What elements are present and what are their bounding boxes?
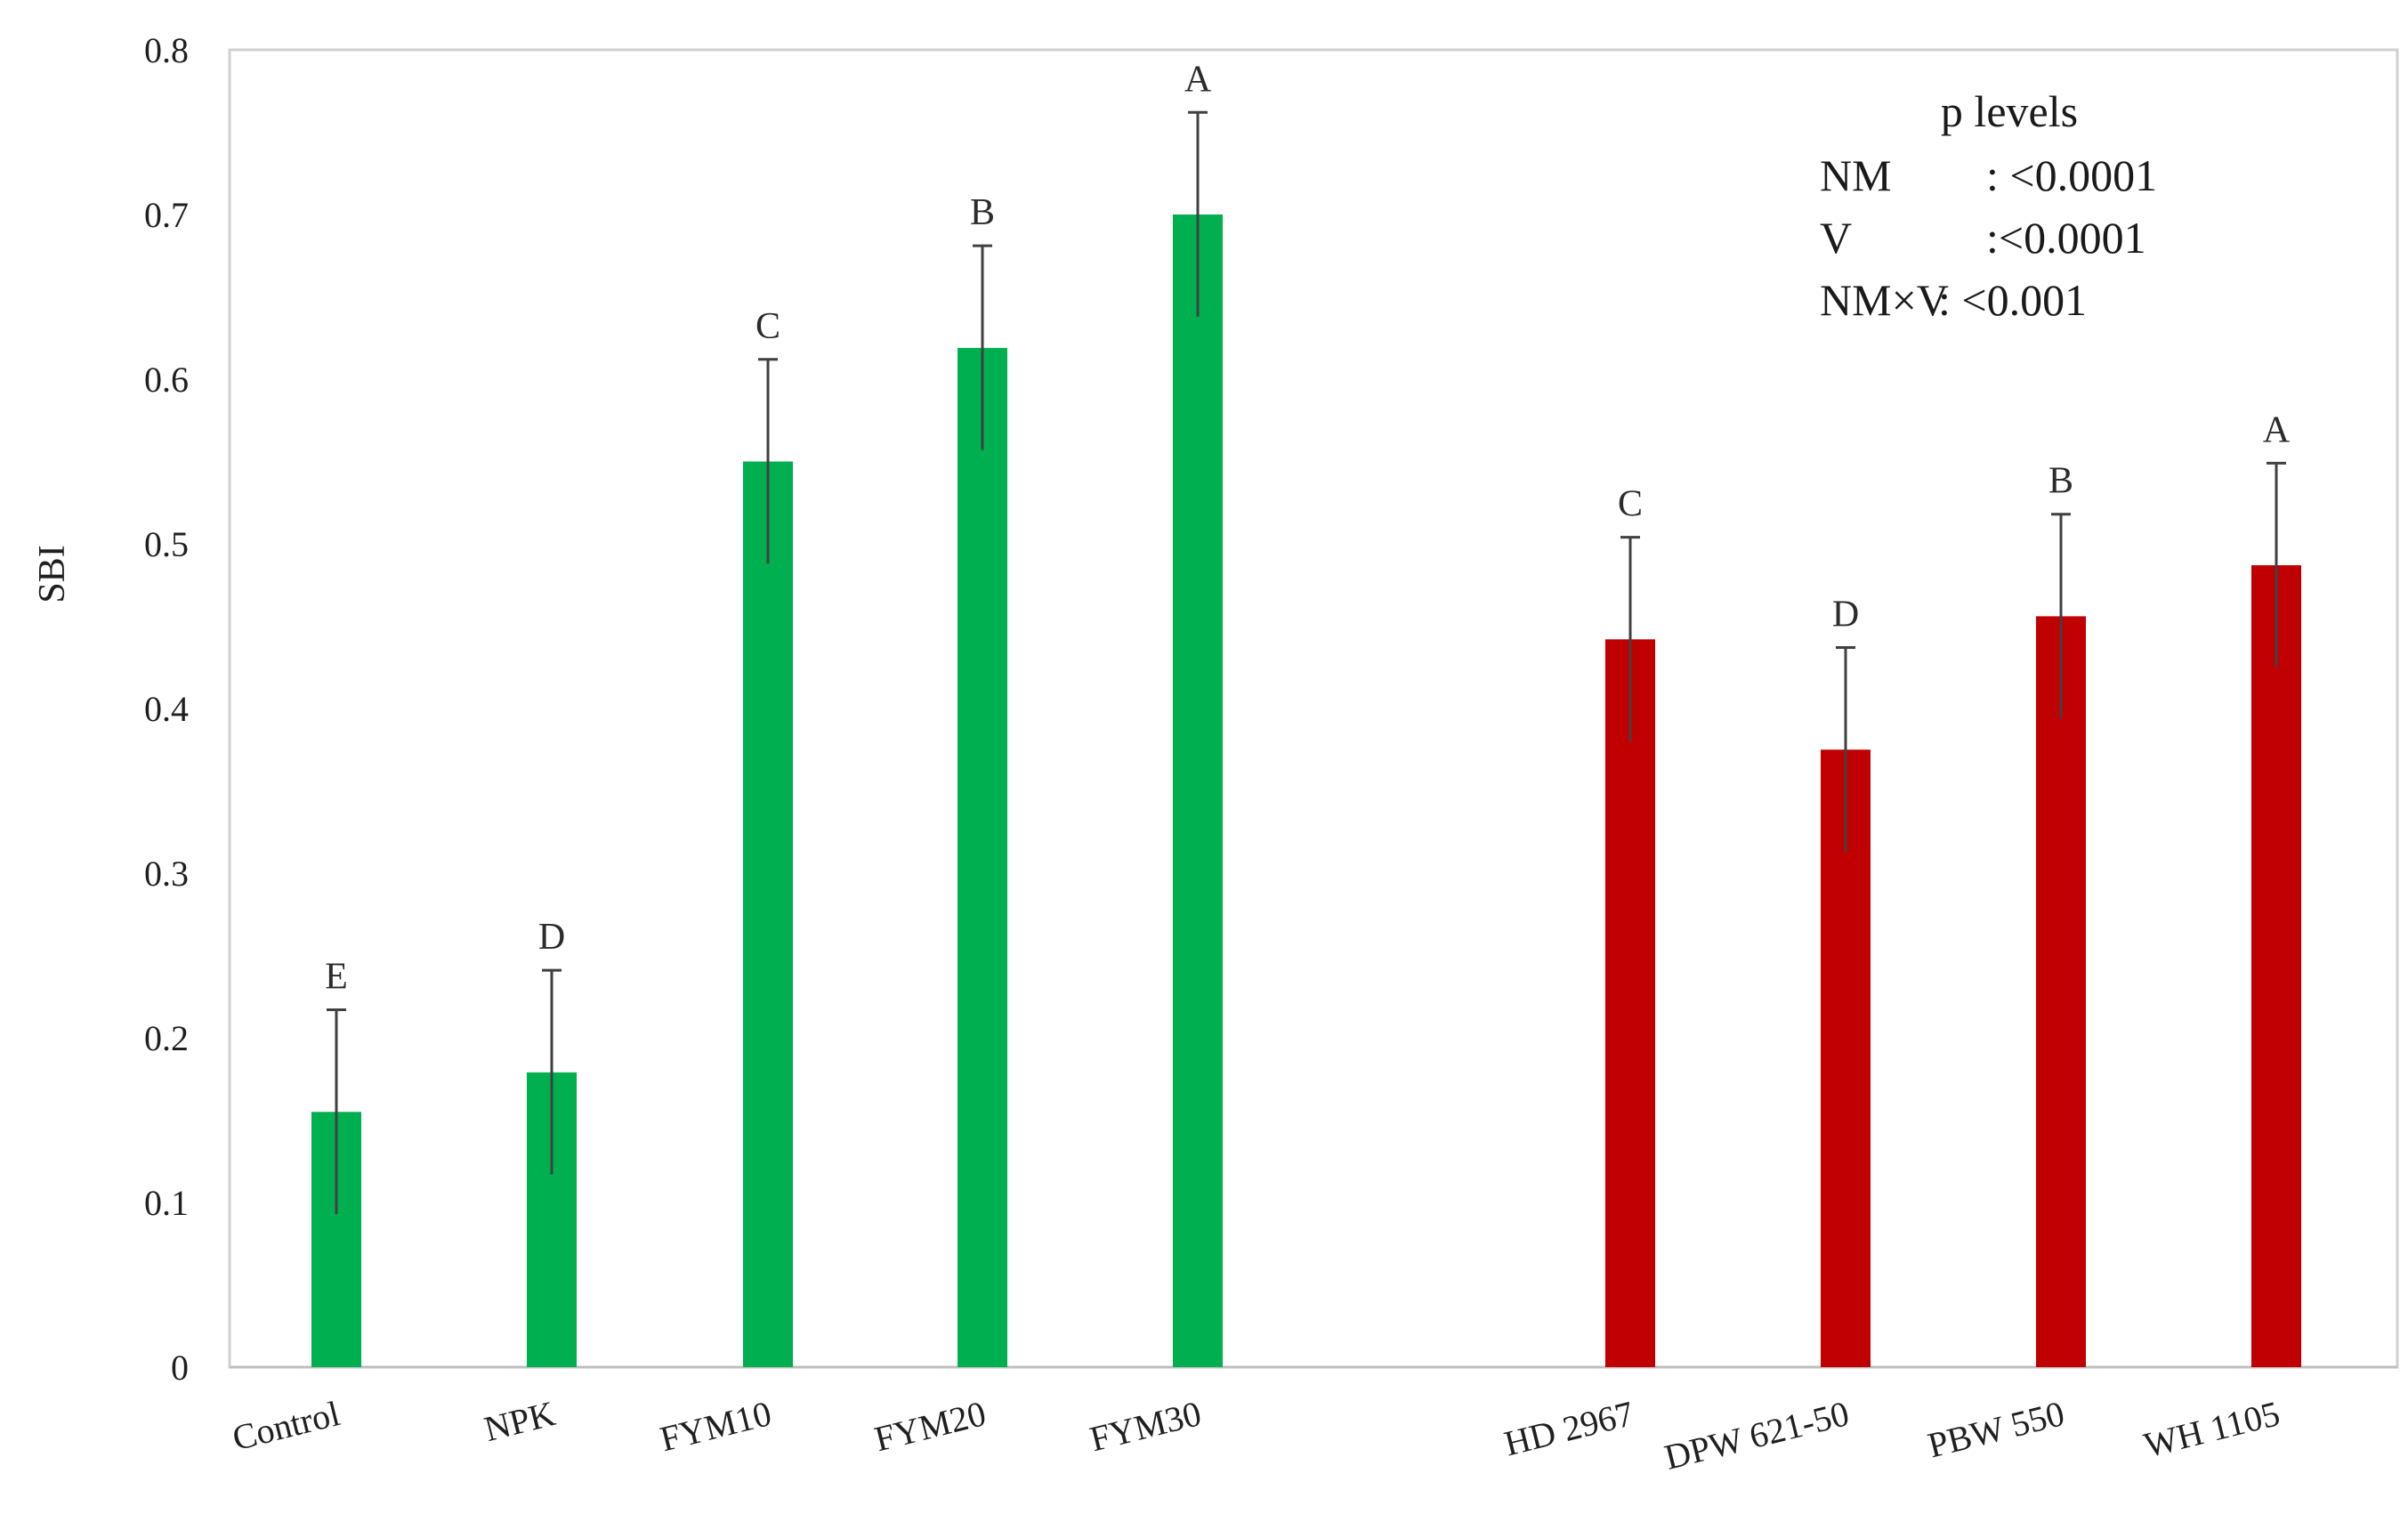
p-level-term-nmxv: NM×V xyxy=(1820,275,1949,325)
bar-group xyxy=(311,215,2301,1368)
y-tick-label: 0.6 xyxy=(144,360,189,400)
category-label: FYM20 xyxy=(870,1393,990,1459)
y-tick-label: 0.8 xyxy=(144,30,189,70)
bar xyxy=(2036,616,2086,1367)
bar xyxy=(1821,749,1871,1367)
y-axis-title: SBI xyxy=(32,545,73,603)
significance-letter: A xyxy=(2263,409,2291,450)
y-tick-label: 0.3 xyxy=(144,854,189,894)
significance-letter: A xyxy=(1184,59,1212,100)
category-label: PBW 550 xyxy=(1924,1393,2068,1465)
significance-letter: D xyxy=(1832,595,1859,636)
significance-letter: C xyxy=(756,306,780,347)
bar xyxy=(1173,215,1223,1367)
category-label: NPK xyxy=(481,1393,560,1449)
error-bar-group xyxy=(327,110,2286,1214)
bar xyxy=(2251,565,2301,1367)
significance-letters: E D C B A C D B A xyxy=(325,59,2291,997)
bar xyxy=(743,461,793,1367)
category-label: DPW 621-50 xyxy=(1661,1393,1853,1477)
p-level-value-v: :<0.0001 xyxy=(1986,213,2146,263)
y-tick-label: 0.2 xyxy=(144,1018,189,1058)
bar xyxy=(1605,639,1655,1367)
p-level-term-v: V xyxy=(1820,213,1852,263)
significance-letter: B xyxy=(2048,461,2073,502)
p-level-value-nm: : <0.0001 xyxy=(1986,150,2157,200)
significance-letter: C xyxy=(1618,484,1643,525)
significance-letter: E xyxy=(325,957,348,998)
p-levels-title: p levels xyxy=(1941,86,2078,136)
category-label: Control xyxy=(229,1393,343,1458)
bar xyxy=(958,347,1007,1368)
y-tick-label: 0.1 xyxy=(144,1183,189,1223)
category-label: HD 2967 xyxy=(1500,1393,1637,1463)
category-label: FYM10 xyxy=(656,1393,775,1459)
y-tick-label: 0.4 xyxy=(144,689,189,729)
category-label: WH 1105 xyxy=(2140,1393,2283,1465)
p-level-term-nm: NM xyxy=(1820,150,1892,200)
significance-letter: D xyxy=(538,917,565,958)
category-label: FYM30 xyxy=(1086,1393,1205,1459)
significance-letter: B xyxy=(970,192,995,233)
p-levels-annotation: p levels NM : <0.0001 V :<0.0001 NM×V : … xyxy=(1820,86,2157,325)
y-tick-label: 0 xyxy=(171,1348,189,1388)
x-axis-labels: Control NPK FYM10 FYM20 FYM30 HD 2967 DPW 621-… xyxy=(229,1393,2283,1477)
p-level-value-nmxv: : <0.001 xyxy=(1938,275,2087,325)
y-tick-label: 0.7 xyxy=(144,195,189,235)
y-tick-label: 0.5 xyxy=(144,524,189,564)
y-axis-ticks: 0 0.1 0.2 0.3 0.4 0.5 0.6 0.7 0.8 xyxy=(144,30,189,1388)
